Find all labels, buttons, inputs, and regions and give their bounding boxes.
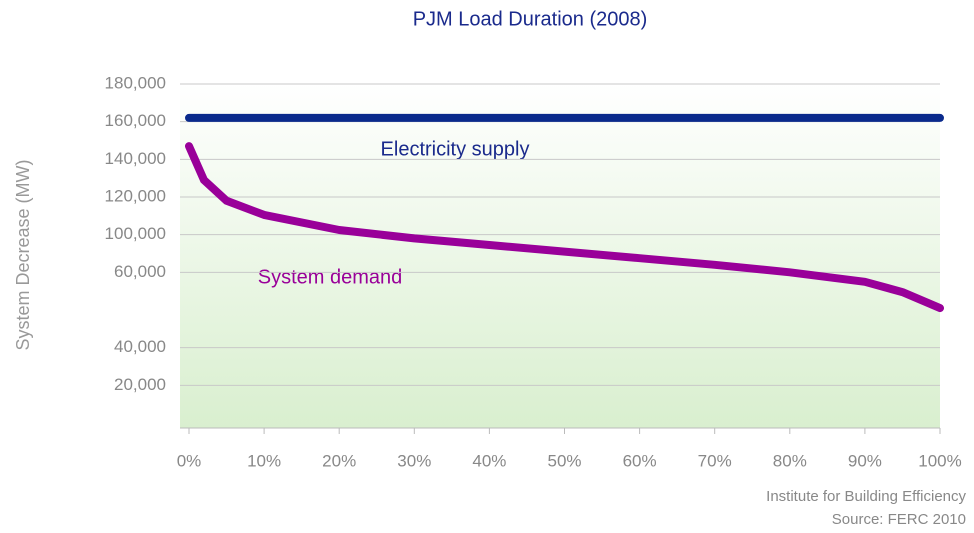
plot-area xyxy=(180,84,940,428)
x-tick-label: 70% xyxy=(698,451,732,470)
footer: Source: FERC 2010 xyxy=(832,511,966,528)
y-tick-label: 140,000 xyxy=(105,149,166,168)
x-tick-label: 80% xyxy=(773,451,807,470)
x-tick-label: 0% xyxy=(177,451,202,470)
x-tick-label: 100% xyxy=(918,451,961,470)
x-tick-label: 40% xyxy=(472,451,506,470)
x-tick-label: 60% xyxy=(623,451,657,470)
footer: Institute for Building Efficiency xyxy=(766,488,966,505)
x-tick-label: 50% xyxy=(547,451,581,470)
x-tick-label: 20% xyxy=(322,451,356,470)
x-tick-label: 30% xyxy=(397,451,431,470)
y-axis-label: System Decrease (MW) xyxy=(13,159,33,350)
x-tick-label: 10% xyxy=(247,451,281,470)
y-tick-label: 20,000 xyxy=(114,375,166,394)
y-tick-label: 40,000 xyxy=(114,337,166,356)
y-tick-label: 60,000 xyxy=(114,262,166,281)
y-tick-label: 120,000 xyxy=(105,186,166,205)
series-label: System demand xyxy=(258,266,403,288)
x-tick-label: 90% xyxy=(848,451,882,470)
chart-title: PJM Load Duration (2008) xyxy=(413,8,648,30)
y-tick-label: 160,000 xyxy=(105,111,166,130)
series-line xyxy=(185,142,944,313)
y-tick-label: 100,000 xyxy=(105,224,166,243)
y-tick-label: 180,000 xyxy=(105,73,166,92)
series-label: Electricity supply xyxy=(381,138,530,160)
